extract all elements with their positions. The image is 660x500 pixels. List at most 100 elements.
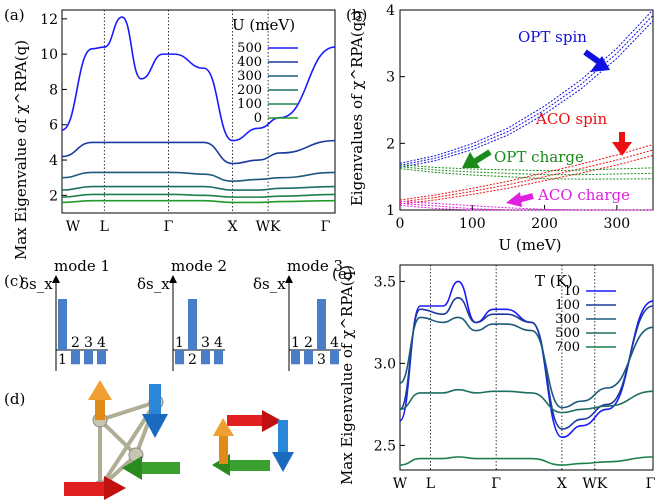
x-tick-label: W — [393, 476, 408, 492]
y-tick-label: 4 — [386, 3, 395, 19]
panel-a-ylabel: Max Eigenvalue of χ^RPA(q) — [12, 40, 30, 260]
panel-e-legend-title: T (K) — [535, 272, 573, 290]
mode-axis-arrow — [285, 275, 293, 283]
y-tick-label: 8 — [49, 82, 58, 98]
panel-e-yticks: 2.5 3.0 3.5 — [374, 274, 405, 454]
panel-b-series — [399, 9, 654, 211]
site-label: 3 — [317, 352, 326, 368]
y-tick-label: 2.5 — [374, 438, 396, 454]
mode-bar — [175, 350, 184, 365]
series-line-aco-spin — [399, 155, 654, 205]
site-label: 2 — [304, 335, 313, 351]
series-line-opt-spin — [399, 9, 654, 164]
mode-bar — [97, 350, 106, 365]
panel-c-label: (c) — [4, 272, 24, 290]
panel-e-series — [399, 280, 654, 466]
y-tick-label: 3.5 — [374, 274, 396, 290]
x-tick-label: X — [557, 476, 567, 492]
panel-e-ylabel: Max Eigenvalue of χ^RPA(q) — [338, 265, 356, 485]
panel-d-label: (d) — [4, 390, 25, 408]
panel-b-ylabel: Eigenvalues of χ^RPA(q₀) — [348, 10, 366, 206]
panel-a-yticks: 2 4 6 8 10 12 — [40, 12, 67, 204]
legend-label: 100 — [555, 298, 580, 313]
series-line-0 — [61, 199, 336, 204]
mode-axis-arrow — [169, 275, 177, 283]
site-label: 4 — [330, 335, 339, 351]
series-line-aco-spin — [399, 144, 654, 201]
panel-e: (e) 2.5 3.0 3.5 W L Γ X WK Γ Max Eigenvalue of … — [332, 264, 656, 492]
panel-e-label: (e) — [332, 265, 353, 283]
panel-a-legend-title: U (meV) — [232, 16, 295, 34]
legend-label: 10 — [563, 284, 580, 299]
panel-b-label: (b) — [346, 6, 367, 24]
site-label: 3 — [201, 335, 210, 351]
y-tick-label: 12 — [40, 12, 58, 28]
series-line-400 — [61, 139, 336, 165]
panel-d: (d) — [4, 380, 294, 500]
legend-label: 300 — [237, 69, 262, 84]
spin-schematic — [212, 410, 294, 476]
aco-spin-label: ACO spin — [535, 110, 607, 128]
panel-b-xlabel: U (meV) — [498, 236, 561, 254]
mode-bar — [201, 350, 210, 365]
legend-label: 500 — [555, 326, 580, 341]
delta-s-label: δs_x — [20, 275, 53, 293]
series-line-100 — [399, 296, 654, 430]
y-tick-label: 6 — [49, 118, 58, 134]
series-line-300 — [61, 171, 336, 183]
site-label: 4 — [214, 335, 223, 351]
mode-2: mode 2δs_x 123 4 — [137, 257, 227, 371]
series-line-opt-charge — [399, 164, 654, 172]
y-tick-label: 3.0 — [374, 356, 396, 372]
site-label: 1 — [58, 352, 67, 368]
series-line-10 — [399, 280, 654, 439]
x-tick-label: 200 — [531, 216, 558, 232]
legend-label: 200 — [237, 83, 262, 98]
y-tick-label: 4 — [49, 153, 58, 169]
y-tick-label: 3 — [386, 70, 395, 86]
legend-label: 300 — [555, 312, 580, 327]
mode-3: mode 3δs_x 1 234 — [253, 257, 343, 371]
x-tick-label: WK — [582, 476, 607, 492]
delta-s-label: δs_x — [253, 275, 286, 293]
mode-bar — [317, 299, 326, 350]
x-tick-label: Γ — [646, 476, 656, 492]
spin-arrow-green — [122, 456, 180, 480]
mode-title: mode 3 — [287, 257, 343, 275]
site-label: 4 — [97, 335, 106, 351]
x-tick-label: 300 — [603, 216, 630, 232]
mode-bar — [58, 299, 67, 350]
x-tick-label: W — [66, 219, 81, 235]
series-line-100 — [61, 193, 336, 198]
x-tick-label: Γ — [164, 219, 174, 235]
series-line-aco-charge — [399, 204, 653, 211]
site-label: 2 — [71, 335, 80, 351]
panel-b-xticks: 0 100 200 300 — [396, 205, 630, 232]
y-tick-label: 2 — [386, 136, 395, 152]
spin-arrow-orange — [88, 380, 112, 420]
mode-title: mode 1 — [54, 257, 110, 275]
legend-label: 400 — [237, 55, 262, 70]
mode-bar — [188, 299, 197, 350]
series-line-aco-charge — [399, 200, 653, 211]
delta-s-label: δs_x — [137, 275, 170, 293]
legend-label: 500 — [237, 41, 262, 56]
series-line-200 — [61, 185, 336, 191]
legend-label: 100 — [237, 97, 262, 112]
y-tick-label: 1 — [386, 203, 395, 219]
panel-b-yticks: 1 2 3 4 — [386, 3, 405, 219]
series-line-opt-spin — [399, 14, 654, 166]
mode-bar — [304, 350, 313, 365]
panel-e-sym-lines — [429, 265, 596, 470]
spin-arrow-blue — [142, 384, 168, 438]
aco-charge-label: ACO charge — [537, 186, 630, 204]
legend-label: 700 — [555, 340, 580, 355]
series-line-500 — [399, 388, 654, 414]
mode-bar — [330, 350, 339, 365]
panel-e-frame — [399, 264, 654, 471]
site-label: 1 — [291, 335, 300, 351]
panel-e-xticks: W L Γ X WK Γ — [393, 476, 656, 492]
x-tick-label: 0 — [396, 216, 405, 232]
series-line-700 — [399, 456, 654, 466]
